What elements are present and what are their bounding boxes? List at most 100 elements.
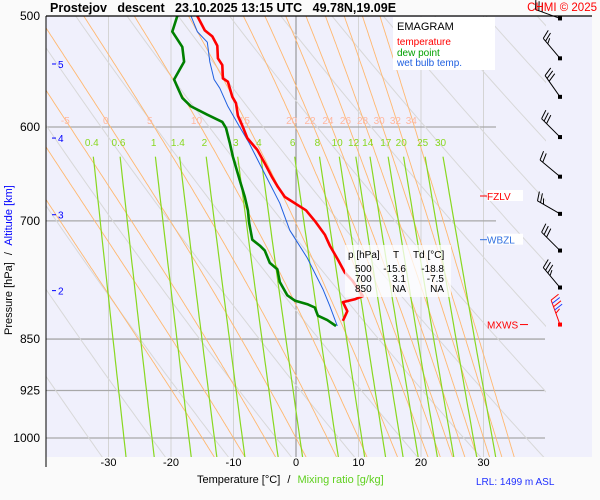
level-markers: FZLV WBZL MXWS xyxy=(480,189,528,332)
moist-adiabat-label: 5 xyxy=(147,116,153,127)
x-tick-label: -10 xyxy=(226,457,242,469)
pressure-tick-label: 925 xyxy=(20,384,40,398)
wind-barb xyxy=(542,259,562,290)
dry-adiabat-line xyxy=(433,16,546,142)
moist-adiabat-line xyxy=(379,16,515,457)
dry-adiabat-line xyxy=(382,16,546,202)
mixing-ratio-label: 14 xyxy=(362,138,374,149)
barb-feather xyxy=(551,297,561,304)
x-axis-temperature-label: Temperature [°C] xyxy=(197,474,280,486)
dew-point-profile-line xyxy=(171,16,337,328)
mixing-ratio-label: 6 xyxy=(290,138,296,149)
barb-feather xyxy=(547,264,554,274)
thermo-labels-layer: -5 0 5 10 15 20 22 24 26 28 30 32 340.4 0.6 1 1.4 2 3 4 6 8 1… xyxy=(61,116,447,149)
dry-adiabat-line xyxy=(46,288,166,457)
wind-barb xyxy=(535,0,562,21)
table-cell: 3.1 xyxy=(392,274,406,285)
mixing-ratio-line xyxy=(237,156,279,457)
barb-feather xyxy=(550,293,559,301)
wind-barb xyxy=(536,191,562,216)
mixing-ratio-line xyxy=(119,156,155,457)
table-row: 700 3.1 -7.5 xyxy=(355,274,444,285)
barb-feather xyxy=(555,308,560,314)
barb-feather xyxy=(554,303,563,311)
barb-feather xyxy=(545,261,551,271)
mixing-ratio-line xyxy=(260,156,304,457)
mixing-ratio-line xyxy=(154,156,192,457)
mixing-ratio-label: 12 xyxy=(348,138,360,149)
barb-feather xyxy=(540,193,543,203)
pressure-tick-label: 500 xyxy=(20,9,40,23)
barb-shaft xyxy=(537,200,561,215)
table-header-td: Td [°C] xyxy=(413,250,444,261)
dry-adiabat-line xyxy=(46,124,293,457)
barb-feather xyxy=(542,153,547,163)
barb-feather xyxy=(544,67,552,76)
wind-barb xyxy=(550,293,563,327)
mixing-ratio-line xyxy=(318,156,366,457)
level-label-mxws: MXWS xyxy=(487,321,518,332)
barb-shaft xyxy=(542,38,561,59)
mixing-ratio-label: 1 xyxy=(151,138,157,149)
barb-feather xyxy=(541,223,547,233)
moist-adiabat-line xyxy=(46,146,246,457)
wind-barb xyxy=(544,67,562,99)
barb-feather xyxy=(547,38,551,44)
mixing-ratio-label: 10 xyxy=(332,138,344,149)
y-axis-altitude-label: Altitude [km] xyxy=(3,185,15,246)
mixing-ratio-label: 0.6 xyxy=(112,138,126,149)
moist-adiabat-label: 26 xyxy=(340,116,352,127)
barb-feather xyxy=(543,225,549,235)
moist-adiabat-label: 0 xyxy=(103,116,109,127)
x-tick-label: -20 xyxy=(163,457,179,469)
barb-feather xyxy=(541,109,547,119)
mixing-ratio-label: 17 xyxy=(380,138,392,149)
x-axis-mixing-label: Mixing ratio [g/kg] xyxy=(297,474,383,486)
moist-adiabat-label: 10 xyxy=(191,116,203,127)
table-row: 850 NA NA xyxy=(355,284,444,295)
legend-box xyxy=(393,17,495,70)
legend: EMAGRAM temperature dew point wet bulb t… xyxy=(393,17,495,70)
barb-feather xyxy=(543,112,549,122)
mixing-ratio-label: 4 xyxy=(256,138,262,149)
x-axis-separator: / xyxy=(287,474,291,486)
x-tick-label: 10 xyxy=(352,457,364,469)
level-label-fzlv: FZLV xyxy=(487,192,511,203)
dry-adiabat-line xyxy=(75,16,419,457)
mixing-ratio-line xyxy=(338,156,387,457)
altitude-tick-label: 4 xyxy=(58,134,64,145)
x-tick-label: 30 xyxy=(477,457,489,469)
thermo-lines-layer xyxy=(46,16,546,457)
pressure-tick-label: 600 xyxy=(20,120,40,134)
barb-feather xyxy=(542,259,549,268)
barb-feather xyxy=(546,114,552,124)
barb-feather xyxy=(539,150,545,161)
pressure-tick-label: 1000 xyxy=(13,431,40,445)
table-header-t: T xyxy=(393,250,399,261)
level-label-wbzl: WBZL xyxy=(487,236,515,247)
mixing-ratio-line xyxy=(179,156,218,457)
wind-barb xyxy=(541,223,562,253)
barb-feather xyxy=(546,228,552,238)
mixing-ratio-line xyxy=(92,156,127,457)
legend-dew-point: dew point xyxy=(397,48,440,59)
table-cell: 500 xyxy=(355,264,372,275)
altitude-tick-label: 3 xyxy=(58,211,64,222)
table-cell: NA xyxy=(430,284,444,295)
altitude-tick-label: 5 xyxy=(58,60,64,71)
mixing-ratio-label: 1.4 xyxy=(171,138,185,149)
mixing-ratio-line xyxy=(442,156,497,457)
legend-temperature: temperature xyxy=(397,37,451,48)
moist-adiabat-label: 28 xyxy=(357,116,369,127)
mixing-ratio-label: 0.4 xyxy=(85,138,99,149)
mixing-ratio-label: 25 xyxy=(417,138,429,149)
table-cell: -7.5 xyxy=(427,274,445,285)
barb-shaft xyxy=(541,118,561,138)
wind-barb xyxy=(541,109,562,140)
mixing-ratio-label: 8 xyxy=(315,138,321,149)
moist-adiabat-line xyxy=(46,198,215,457)
mixing-ratio-label: 20 xyxy=(396,138,408,149)
mixing-ratio-label: 30 xyxy=(435,138,447,149)
table-box xyxy=(345,245,451,297)
table-cell: 700 xyxy=(355,274,372,285)
